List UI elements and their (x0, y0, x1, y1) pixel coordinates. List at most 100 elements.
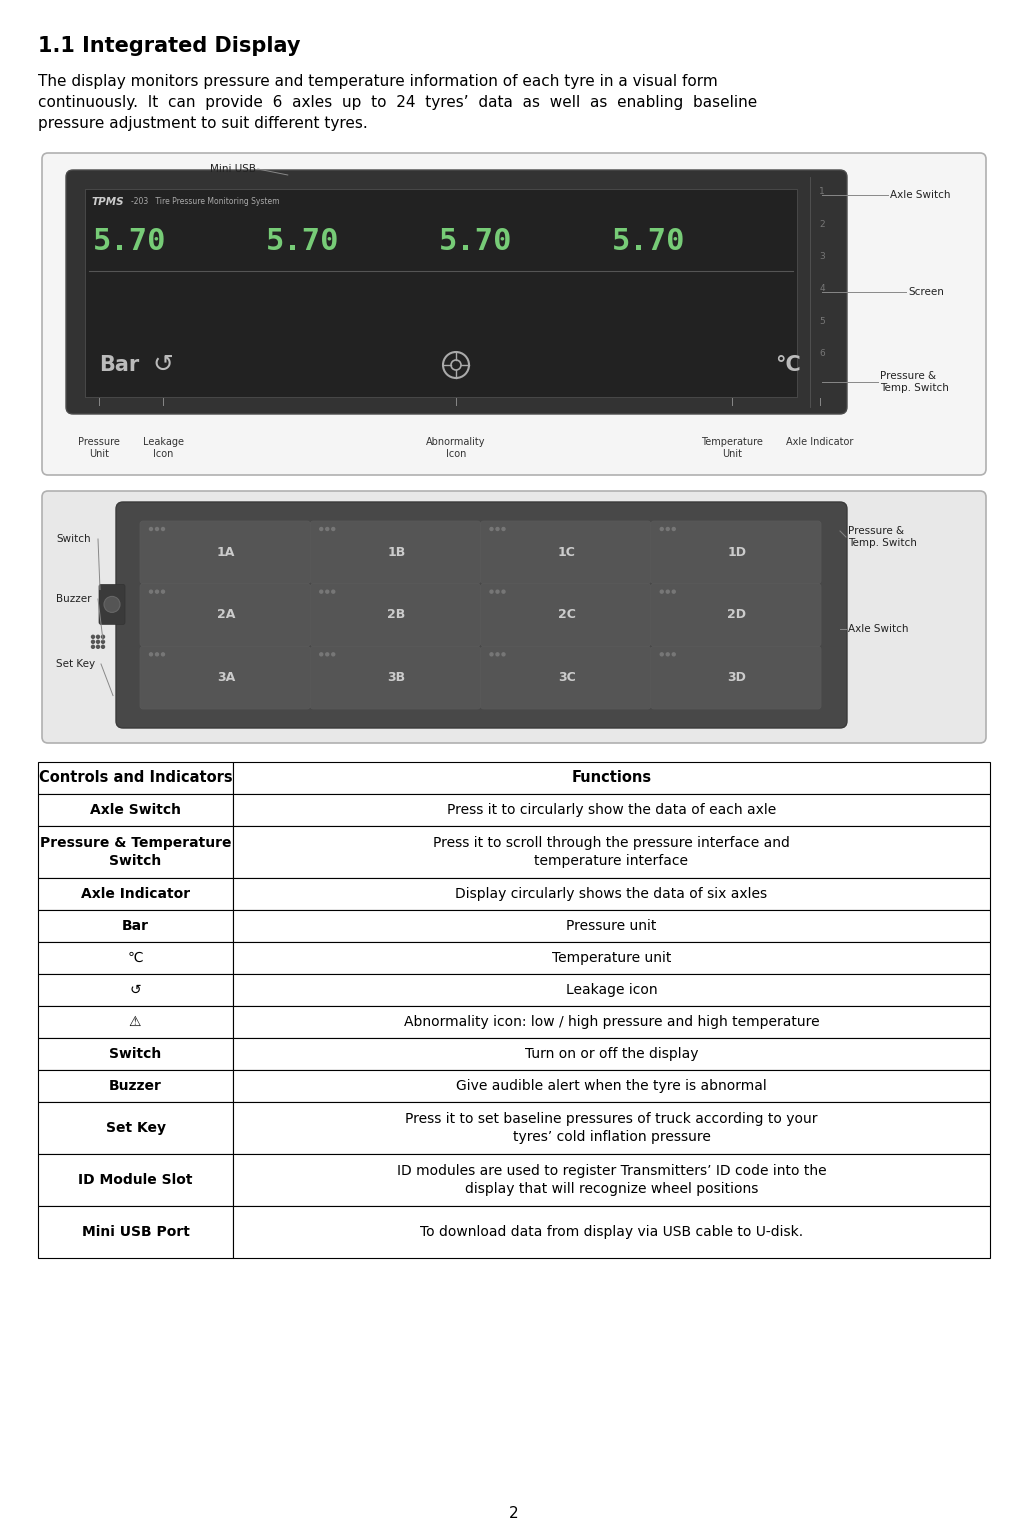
Circle shape (91, 636, 95, 639)
Text: 3A: 3A (217, 671, 235, 684)
Text: Pressure unit: Pressure unit (566, 919, 657, 932)
Text: Abnormality icon: low / high pressure and high temperature: Abnormality icon: low / high pressure an… (404, 1015, 819, 1029)
Circle shape (490, 590, 493, 593)
Text: ⚠︎: ⚠︎ (130, 1015, 142, 1029)
Text: 5: 5 (819, 316, 824, 326)
Text: Leakage
Icon: Leakage Icon (143, 438, 184, 459)
FancyBboxPatch shape (310, 584, 480, 647)
Text: 3C: 3C (558, 671, 576, 684)
FancyBboxPatch shape (480, 521, 651, 584)
Bar (233, 1206, 990, 1258)
Bar (233, 1101, 990, 1154)
FancyBboxPatch shape (310, 647, 480, 710)
Text: 1C: 1C (557, 545, 576, 559)
Text: 2: 2 (819, 220, 824, 229)
FancyBboxPatch shape (42, 154, 986, 475)
Circle shape (490, 527, 493, 530)
Bar (233, 1154, 990, 1206)
FancyBboxPatch shape (116, 502, 847, 728)
Text: Switch: Switch (56, 535, 90, 544)
Text: Controls and Indicators: Controls and Indicators (39, 771, 232, 785)
Text: 3: 3 (819, 252, 824, 261)
Bar (233, 762, 990, 794)
Text: Display circularly shows the data of six axles: Display circularly shows the data of six… (455, 886, 768, 902)
Text: Give audible alert when the tyre is abnormal: Give audible alert when the tyre is abno… (456, 1078, 767, 1094)
Text: Press it to circularly show the data of each axle: Press it to circularly show the data of … (447, 803, 776, 817)
Text: pressure adjustment to suit different tyres.: pressure adjustment to suit different ty… (38, 117, 368, 131)
Circle shape (660, 590, 663, 593)
Circle shape (155, 653, 158, 656)
Text: 2B: 2B (388, 608, 405, 622)
Text: Temperature
Unit: Temperature Unit (701, 438, 763, 459)
Text: Press it to scroll through the pressure interface and
temperature interface: Press it to scroll through the pressure … (433, 836, 790, 868)
Text: 5.70: 5.70 (439, 227, 513, 257)
Circle shape (495, 590, 499, 593)
Bar (38, 1206, 233, 1258)
Text: 2C: 2C (557, 608, 576, 622)
Circle shape (155, 527, 158, 530)
Circle shape (97, 641, 100, 644)
Circle shape (149, 653, 152, 656)
Text: 2A: 2A (217, 608, 235, 622)
Text: Axle Indicator: Axle Indicator (81, 886, 190, 902)
Bar (38, 909, 233, 942)
Bar (38, 1101, 233, 1154)
FancyBboxPatch shape (651, 521, 821, 584)
Text: To download data from display via USB cable to U-disk.: To download data from display via USB ca… (419, 1226, 803, 1240)
Circle shape (672, 527, 675, 530)
Text: TPMS: TPMS (91, 197, 123, 207)
Text: Bar: Bar (122, 919, 149, 932)
Text: Turn on or off the display: Turn on or off the display (524, 1048, 698, 1061)
Circle shape (320, 590, 323, 593)
Circle shape (502, 590, 505, 593)
FancyBboxPatch shape (66, 170, 847, 415)
Text: 1.1 Integrated Display: 1.1 Integrated Display (38, 35, 300, 55)
Circle shape (332, 527, 335, 530)
Bar (233, 974, 990, 1006)
Text: 2: 2 (509, 1507, 519, 1522)
Text: ℃: ℃ (127, 951, 143, 965)
Circle shape (91, 645, 95, 648)
Text: Pressure &
Temp. Switch: Pressure & Temp. Switch (880, 372, 949, 393)
Bar (233, 1071, 990, 1101)
Circle shape (660, 653, 663, 656)
Circle shape (326, 527, 329, 530)
Circle shape (660, 527, 663, 530)
Text: Switch: Switch (109, 1048, 161, 1061)
Text: Axle Indicator: Axle Indicator (786, 438, 853, 447)
Text: continuously.  It  can  provide  6  axles  up  to  24  tyres’  data  as  well  a: continuously. It can provide 6 axles up … (38, 95, 758, 111)
Bar (233, 909, 990, 942)
Circle shape (502, 653, 505, 656)
Circle shape (161, 590, 164, 593)
Circle shape (97, 636, 100, 639)
Text: Mini USB: Mini USB (210, 164, 256, 174)
Text: 1D: 1D (728, 545, 746, 559)
Text: ↺: ↺ (152, 353, 174, 376)
Text: ID modules are used to register Transmitters’ ID code into the
display that will: ID modules are used to register Transmit… (397, 1164, 827, 1197)
Circle shape (666, 653, 669, 656)
Text: 3D: 3D (728, 671, 746, 684)
Bar (85, 189, 797, 396)
Circle shape (326, 653, 329, 656)
Bar (38, 826, 233, 879)
Circle shape (490, 653, 493, 656)
Bar (38, 794, 233, 826)
Text: Functions: Functions (572, 771, 652, 785)
Text: The display monitors pressure and temperature information of each tyre in a visu: The display monitors pressure and temper… (38, 74, 718, 89)
Text: 1B: 1B (388, 545, 405, 559)
Text: 4: 4 (819, 284, 824, 293)
FancyBboxPatch shape (651, 647, 821, 710)
Bar (233, 826, 990, 879)
FancyBboxPatch shape (480, 647, 651, 710)
FancyBboxPatch shape (310, 521, 480, 584)
Bar (38, 762, 233, 794)
FancyBboxPatch shape (42, 492, 986, 743)
Text: ID Module Slot: ID Module Slot (78, 1174, 193, 1187)
Circle shape (320, 527, 323, 530)
FancyBboxPatch shape (480, 584, 651, 647)
FancyBboxPatch shape (140, 521, 310, 584)
Circle shape (149, 590, 152, 593)
Circle shape (161, 527, 164, 530)
Circle shape (495, 527, 499, 530)
Text: 5.70: 5.70 (612, 227, 686, 257)
